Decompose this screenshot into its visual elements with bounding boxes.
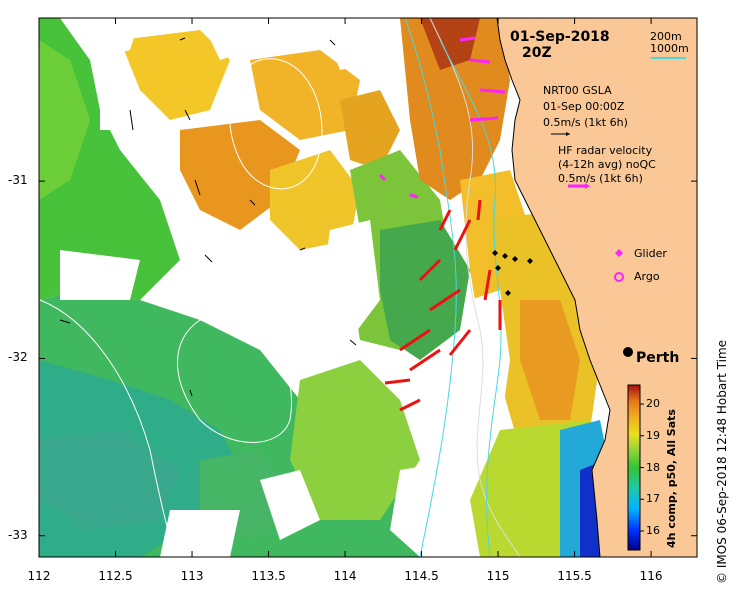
- colorbar-ticks: [640, 403, 644, 532]
- radar-arrow: [399, 328, 431, 352]
- hf-radar-vectors: [378, 36, 506, 412]
- y-axis-ticks: [39, 180, 697, 537]
- x-axis-ticks: [38, 18, 652, 557]
- colorbar-title: 4h comp, p50, All Sats: [665, 409, 678, 548]
- map-frame-border: [38, 17, 698, 558]
- gsla-arrow: [204, 254, 213, 263]
- radar-arrow: [469, 58, 491, 64]
- y-tick-label: -32: [8, 350, 28, 365]
- plot-area: [39, 18, 697, 557]
- perth-marker: [623, 347, 633, 357]
- radar-arrow: [409, 348, 441, 372]
- date-title: 01-Sep-2018: [510, 29, 610, 45]
- colorbar-tick-label: 19: [646, 428, 660, 442]
- x-tick-label: 115: [486, 569, 510, 583]
- radar-arrow: [483, 269, 492, 301]
- gsla-arrow: [189, 389, 193, 397]
- colorbar-tick-label: 17: [646, 492, 660, 506]
- gsla-arrow: [329, 39, 336, 46]
- gsla-legend-title: NRT00 GSLA: [543, 84, 612, 97]
- radar-arrow: [476, 199, 482, 221]
- time-title: 20Z: [522, 45, 552, 61]
- land-mass: [496, 18, 697, 557]
- isobath-200-label: 200m: [650, 30, 682, 43]
- x-tick-label: 113.5: [251, 569, 286, 583]
- gsla-arrow: [349, 339, 357, 346]
- radar-arrow: [429, 288, 461, 312]
- radar-arrow: [378, 173, 387, 182]
- radar-arrow: [399, 398, 421, 412]
- argo-legend-label: Argo: [634, 270, 660, 283]
- gsla-vectors: [59, 37, 357, 397]
- y-tick-label: -31: [8, 173, 28, 188]
- radar-arrow: [448, 329, 472, 356]
- x-tick-label: 114: [333, 569, 357, 583]
- gsla-arrow: [249, 199, 256, 206]
- gsla-arrow: [129, 109, 134, 131]
- x-tick-label: 112.5: [98, 569, 133, 583]
- x-tick-label: 116: [639, 569, 663, 583]
- perth-label: Perth: [636, 350, 680, 366]
- radar-legend-subtitle: (4-12h avg) noQC: [558, 158, 656, 171]
- gsla-legend-time: 01-Sep 00:00Z: [543, 100, 625, 113]
- gsla-legend-scale: 0.5m/s (1kt 6h): [543, 116, 628, 129]
- radar-arrow: [418, 258, 442, 282]
- copyright-text: © IMOS 06-Sep-2018 12:48 Hobart Time: [715, 339, 729, 584]
- gsla-arrow: [184, 109, 191, 121]
- gsla-scale-arrowhead: [566, 132, 570, 136]
- argo-legend-symbol: [614, 272, 624, 282]
- radar-arrow: [469, 116, 499, 122]
- x-tick-label: 114.5: [404, 569, 439, 583]
- radar-arrow: [459, 36, 476, 42]
- x-tick-label: 113: [180, 569, 204, 583]
- x-tick-label: 115.5: [557, 569, 592, 583]
- radar-legend-scale: 0.5m/s (1kt 6h): [558, 172, 643, 185]
- radar-arrow: [438, 209, 452, 231]
- colorbar-tick-label: 16: [646, 523, 660, 537]
- radar-arrow: [384, 378, 411, 385]
- gsla-arrow: [59, 319, 71, 324]
- radar-scale-arrowhead: [585, 183, 590, 189]
- radar-arrow: [479, 88, 506, 94]
- gsla-arrow: [194, 179, 201, 196]
- colorbar: [627, 384, 641, 551]
- y-tick-label: -33: [8, 527, 28, 542]
- radar-arrow: [409, 193, 419, 199]
- isobath-1000-label: 1000m: [650, 42, 689, 55]
- gsla-arrow: [179, 37, 186, 41]
- glider-legend-label: Glider: [634, 247, 667, 260]
- x-tick-label: 112: [27, 569, 51, 583]
- glider-legend-symbol: [615, 249, 623, 257]
- radar-legend-title: HF radar velocity: [558, 144, 653, 157]
- glider-track: [492, 250, 533, 296]
- colorbar-tick-label: 20: [646, 397, 660, 411]
- gsla-arrow: [299, 247, 306, 251]
- radar-arrow: [453, 219, 472, 251]
- colorbar-tick-label: 18: [646, 460, 660, 474]
